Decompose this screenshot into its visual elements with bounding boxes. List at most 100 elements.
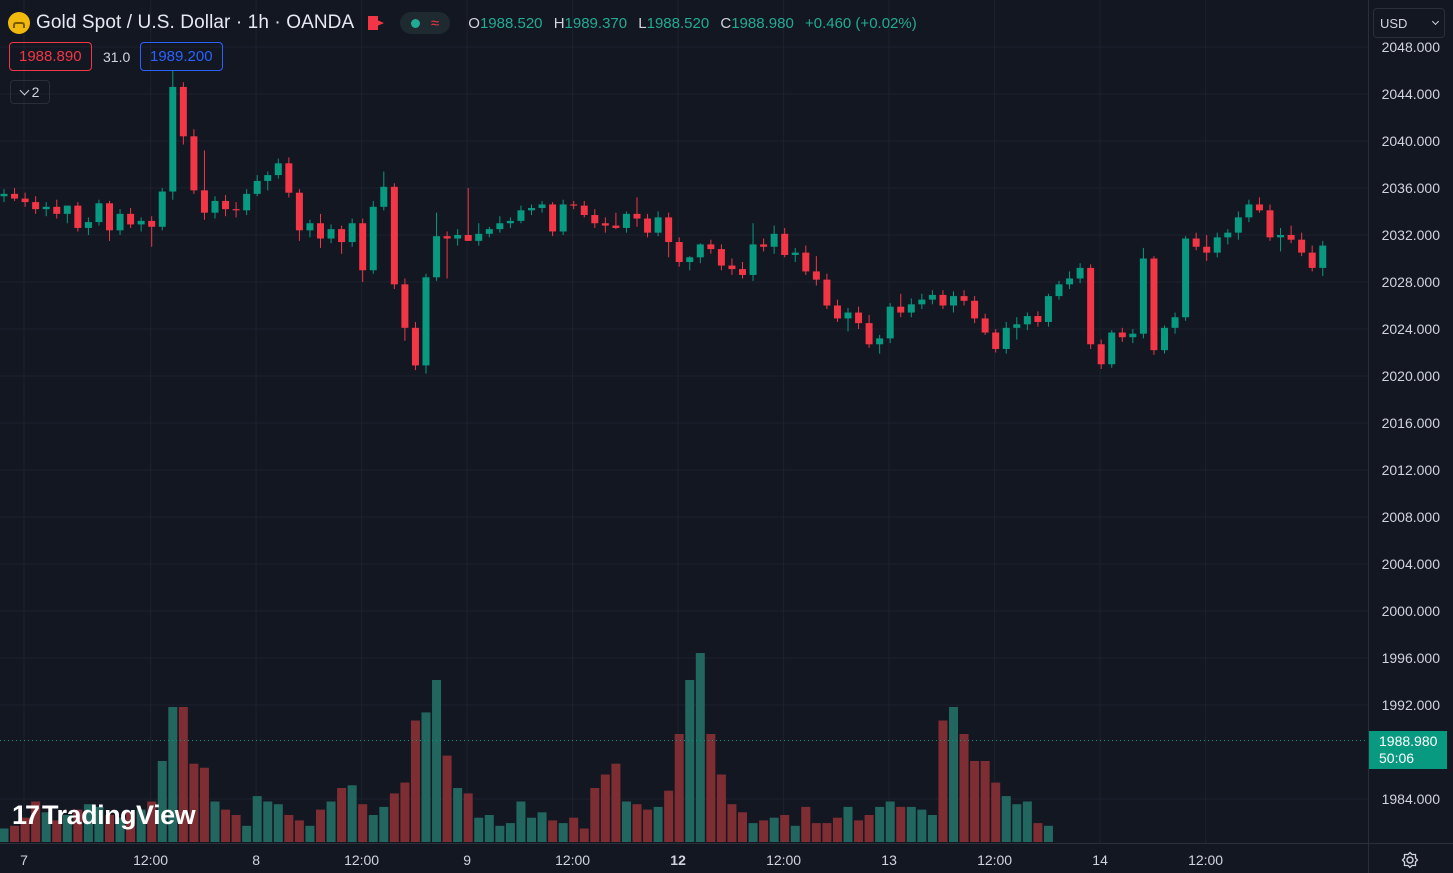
x-tick-label: 14	[1092, 852, 1108, 868]
candle	[1213, 232, 1221, 258]
candle-body	[253, 180, 261, 194]
candle	[528, 204, 535, 216]
candle-body	[359, 223, 367, 271]
candle	[1139, 247, 1147, 339]
candle-body	[380, 186, 388, 207]
candle	[11, 188, 19, 201]
volume-bar	[727, 804, 737, 842]
candle-body	[570, 204, 578, 206]
price-axis[interactable]: 2048.000 2044.000 2040.000 2036.000 2032.000…	[1382, 39, 1441, 807]
currency-select[interactable]: USD	[1373, 8, 1445, 38]
candle-body	[1097, 344, 1105, 365]
volume-bar	[1001, 796, 1011, 842]
candle-body	[1234, 217, 1242, 233]
volume-bar	[590, 788, 600, 842]
x-tick-label: 9	[463, 852, 471, 868]
volume-bar	[484, 815, 494, 842]
volume-bar	[52, 820, 62, 842]
volume-bar	[875, 806, 885, 842]
volume-bar	[653, 806, 663, 842]
candle-body	[169, 86, 177, 192]
candle-body	[1171, 317, 1179, 328]
candle	[1044, 293, 1052, 327]
spread-value: 31.0	[103, 49, 131, 65]
candle	[696, 243, 704, 264]
market-status-pill[interactable]: ≈	[400, 12, 451, 34]
candle-body	[728, 265, 736, 270]
volume-bar	[1043, 825, 1053, 842]
candle-body	[106, 203, 113, 231]
symbol-title[interactable]: Gold Spot / U.S. Dollar · 1h · OANDA	[36, 12, 355, 33]
candle-body	[243, 193, 251, 211]
candle-body	[148, 220, 156, 227]
market-open-dot-icon	[411, 18, 421, 28]
candle-body	[791, 252, 799, 255]
candle-body	[1298, 239, 1306, 253]
candle	[981, 313, 989, 335]
candle-body	[1266, 210, 1274, 238]
volume-bar	[168, 707, 178, 842]
change-value: +0.460 (+0.02%)	[804, 14, 917, 32]
time-axis[interactable]: 7 12:00 8 12:00 9 12:00 12 12:00 13 12:00 14 12:00	[20, 852, 1223, 868]
candle	[243, 189, 251, 216]
candle-body	[443, 236, 451, 239]
symbol-legend[interactable]: Gold Spot / U.S. Dollar · 1h · OANDA ≈ O…	[8, 8, 917, 38]
candle	[1171, 312, 1179, 334]
candle-body	[717, 249, 725, 266]
volume-bar	[178, 707, 188, 842]
candle	[802, 245, 810, 275]
candle	[42, 202, 50, 217]
candle	[591, 209, 599, 228]
x-tick-label: 8	[252, 852, 260, 868]
candle-body	[1076, 267, 1084, 279]
sell-button[interactable]: 1988.890	[9, 42, 92, 71]
candle-body	[739, 269, 746, 275]
candle-body	[485, 229, 493, 234]
indicators-collapse-button[interactable]: 2	[10, 80, 50, 104]
volume-bar	[970, 761, 980, 842]
volume-bar	[252, 796, 262, 842]
candle	[844, 307, 852, 332]
candle-body	[179, 86, 187, 137]
candle-body	[137, 220, 145, 225]
candle	[338, 225, 346, 254]
y-tick-label: 2044.000	[1382, 86, 1441, 102]
tradingview-watermark[interactable]: 17 TradingView	[12, 800, 196, 831]
candle-body	[200, 190, 208, 213]
chart-settings-gear-icon[interactable]	[1398, 848, 1422, 872]
candle	[411, 321, 419, 371]
candle-body	[411, 327, 419, 366]
buy-button[interactable]: 1989.200	[140, 42, 223, 71]
candle-body	[11, 193, 19, 199]
candle-body	[981, 318, 989, 333]
candle	[812, 256, 820, 286]
x-tick-label: 12:00	[1188, 852, 1223, 868]
volume-bar	[832, 817, 842, 842]
candle	[1224, 229, 1232, 245]
volume-bar	[263, 801, 273, 842]
candle-body	[433, 236, 441, 278]
volume-bar	[463, 793, 473, 842]
candle	[1023, 312, 1031, 331]
candle-body	[338, 229, 346, 243]
candle	[823, 273, 831, 310]
candle-body	[74, 205, 82, 228]
candle	[897, 293, 905, 318]
candle	[264, 171, 272, 191]
volume-bar	[31, 801, 41, 842]
red-flag-icon[interactable]	[368, 16, 385, 30]
volume-bar	[611, 763, 621, 842]
candle	[1203, 235, 1211, 261]
candle	[675, 237, 683, 267]
candle	[1002, 321, 1010, 354]
candle	[1192, 232, 1200, 251]
tradingview-logo-icon: 17	[12, 800, 40, 830]
candle-body	[886, 306, 894, 339]
candle-body	[549, 204, 557, 232]
candle-body	[1013, 324, 1021, 328]
candle-body	[823, 279, 831, 306]
volume-bar	[294, 820, 304, 842]
volume-bar	[126, 812, 136, 842]
candle	[580, 200, 588, 218]
